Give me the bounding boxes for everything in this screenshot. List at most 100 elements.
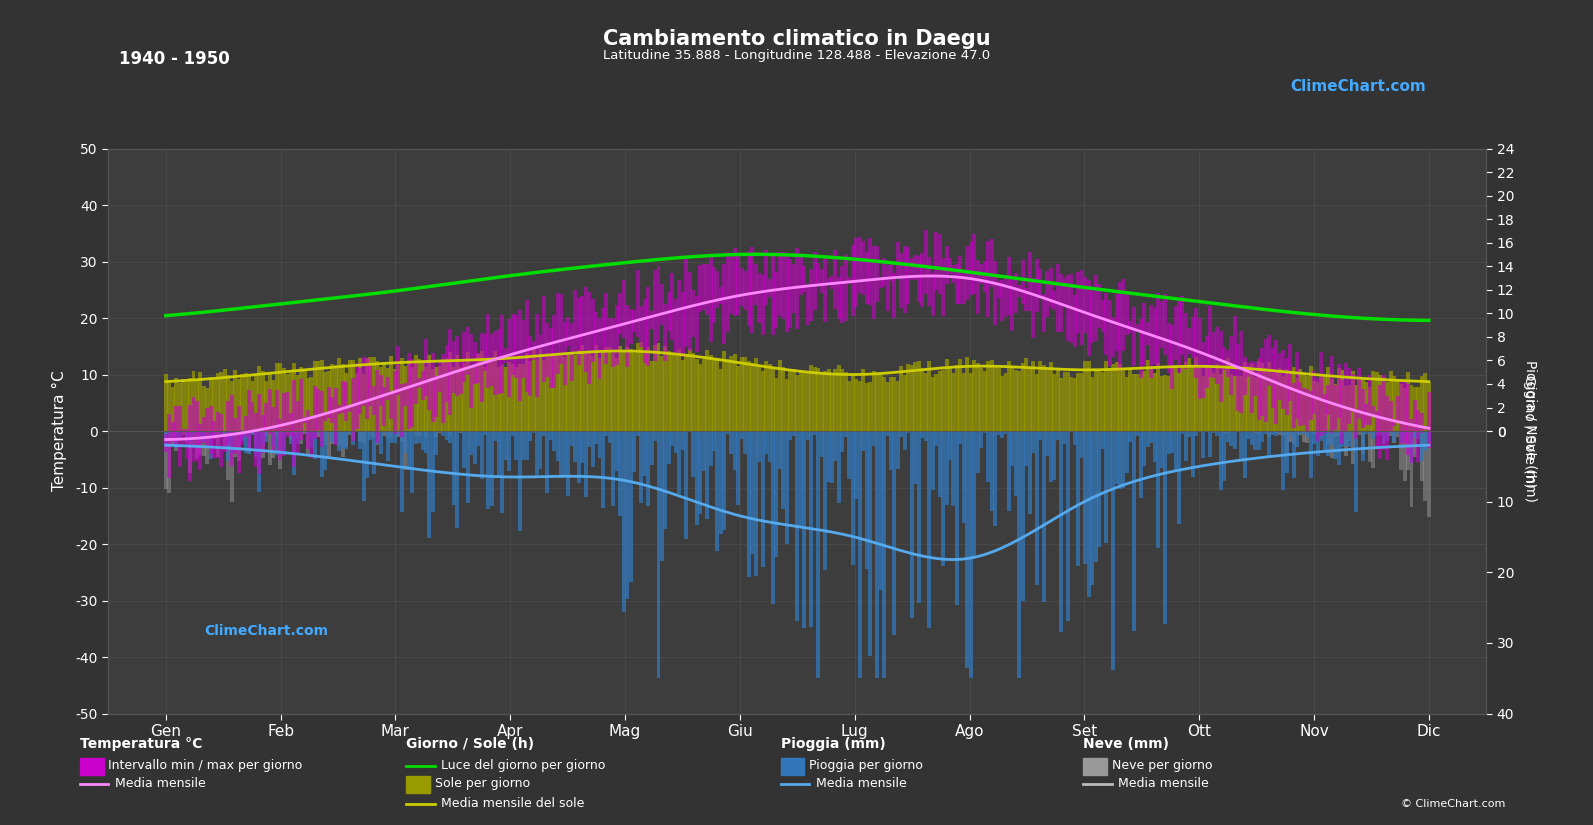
Bar <box>1257 361 1260 431</box>
Bar <box>350 360 355 431</box>
Bar <box>1118 431 1121 489</box>
Text: Intervallo min / max per giorno: Intervallo min / max per giorno <box>108 759 303 772</box>
Bar <box>335 388 338 446</box>
Bar <box>573 355 577 431</box>
Bar <box>765 431 768 454</box>
Bar <box>448 431 452 442</box>
Bar <box>636 270 640 337</box>
Bar <box>1013 370 1018 431</box>
Bar <box>566 356 570 431</box>
Bar <box>900 366 903 431</box>
Bar <box>1364 382 1368 431</box>
Bar <box>456 355 459 431</box>
Bar <box>1039 361 1042 431</box>
Bar <box>264 403 268 431</box>
Bar <box>1233 376 1236 431</box>
Bar <box>1192 317 1195 358</box>
Bar <box>965 357 969 431</box>
Bar <box>441 354 446 422</box>
Bar <box>479 333 484 402</box>
Bar <box>515 315 518 378</box>
Bar <box>178 431 182 438</box>
Bar <box>212 378 217 431</box>
Bar <box>1254 431 1257 433</box>
Bar <box>1301 431 1306 434</box>
Bar <box>233 370 237 431</box>
Bar <box>1424 373 1427 431</box>
Bar <box>933 431 938 446</box>
Bar <box>1101 371 1104 431</box>
Bar <box>1399 431 1403 470</box>
Bar <box>303 431 306 434</box>
Bar <box>618 293 623 333</box>
Bar <box>1402 431 1407 436</box>
Bar <box>1402 381 1407 443</box>
Bar <box>1351 431 1354 464</box>
Bar <box>327 388 331 418</box>
Bar <box>903 431 906 450</box>
Bar <box>494 351 497 431</box>
Bar <box>1278 431 1282 436</box>
Bar <box>785 379 789 431</box>
Bar <box>1392 376 1395 431</box>
Bar <box>992 365 997 431</box>
Bar <box>836 431 841 503</box>
Bar <box>1364 431 1368 434</box>
Bar <box>1274 431 1278 436</box>
Bar <box>626 346 629 431</box>
Bar <box>247 431 252 455</box>
Bar <box>397 365 400 431</box>
Bar <box>1069 274 1074 343</box>
Bar <box>1136 431 1139 436</box>
Bar <box>432 431 435 512</box>
Bar <box>244 431 247 453</box>
Bar <box>1319 431 1324 441</box>
Bar <box>1045 370 1050 431</box>
Bar <box>1351 374 1354 412</box>
Bar <box>178 407 182 468</box>
Bar <box>1375 431 1380 436</box>
Bar <box>910 258 914 280</box>
Bar <box>892 377 897 431</box>
Bar <box>296 431 299 438</box>
Bar <box>1059 431 1063 632</box>
Bar <box>279 431 282 434</box>
Bar <box>1013 272 1018 313</box>
Bar <box>977 260 980 314</box>
Bar <box>760 371 765 431</box>
Bar <box>532 349 535 431</box>
Y-axis label: Temperatura °C: Temperatura °C <box>53 370 67 492</box>
Bar <box>951 431 956 507</box>
Bar <box>1139 375 1142 431</box>
Bar <box>883 258 886 285</box>
Bar <box>1402 431 1407 481</box>
Bar <box>1251 431 1254 446</box>
Bar <box>205 408 209 447</box>
Bar <box>1298 431 1303 434</box>
Bar <box>709 431 712 466</box>
Bar <box>1292 431 1295 444</box>
Bar <box>875 247 879 302</box>
Bar <box>871 247 876 318</box>
Bar <box>594 431 597 444</box>
Bar <box>1309 391 1313 420</box>
Bar <box>409 367 414 431</box>
Bar <box>542 361 546 431</box>
Bar <box>1243 362 1247 431</box>
Bar <box>312 431 317 459</box>
Bar <box>1281 431 1286 436</box>
Bar <box>663 346 667 431</box>
Bar <box>1340 370 1344 431</box>
Bar <box>948 431 953 460</box>
Bar <box>253 431 258 444</box>
Bar <box>344 382 349 421</box>
Bar <box>1389 401 1392 431</box>
Bar <box>306 379 311 431</box>
Bar <box>250 431 255 434</box>
Bar <box>777 361 782 431</box>
Bar <box>736 365 741 431</box>
Bar <box>1121 279 1126 351</box>
Bar <box>167 414 170 478</box>
Bar <box>247 390 252 450</box>
Text: Media mensile: Media mensile <box>1118 777 1209 790</box>
